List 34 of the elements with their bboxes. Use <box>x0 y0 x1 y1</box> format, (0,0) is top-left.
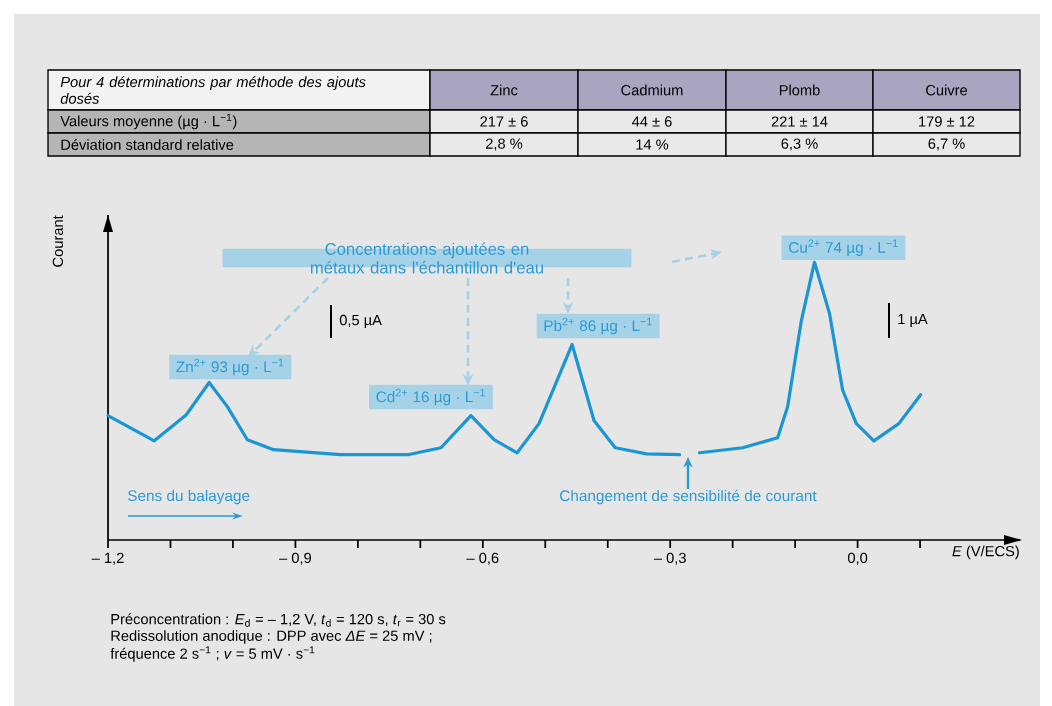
text: Préconcentration : E$_{d}$ = – 1,2 V, t$_{d}$ = 120 s, t$_{r}$ = 30 s <box>111 613 446 627</box>
annotation: Concentrations ajoutées en métaux dans l'échantillon d'eau <box>310 242 543 274</box>
annotation: Zn$^{2+}$ 93 µg · L$^{−1}$ <box>176 358 284 376</box>
text: Redissolution anodique : DPP avec ΔE = 25 mV ; <box>111 630 432 644</box>
text: 217 ± 6 <box>480 116 528 127</box>
category-label: Cadmium <box>621 84 683 96</box>
category-label: Cuivre <box>926 84 968 96</box>
text: 6,3 % <box>781 138 818 151</box>
x-axis-title: E (V/ECS) <box>952 545 1019 560</box>
x-tick-label: – 0,6 <box>466 552 499 565</box>
x-tick-label: – 0,3 <box>653 552 686 565</box>
annotation: Cu$^{2+}$ 74 µg · L$^{−1}$ <box>789 239 898 256</box>
text: 14 % <box>636 139 669 150</box>
annotation: Cd$^{2+}$ 16 µg · L$^{−1}$ <box>376 388 485 406</box>
annotation: 0,5 µA <box>339 314 382 329</box>
category-label: Zinc <box>490 84 518 96</box>
text: 2,8 % <box>485 138 523 151</box>
y-axis-title: Courant <box>52 215 64 267</box>
category-label: Valeurs moyenne (µg · L$^{−1}$) <box>60 113 237 130</box>
annotation: 1 µA <box>898 313 928 328</box>
text: 44 ± 6 <box>632 116 672 127</box>
text: 221 ± 14 <box>771 116 828 127</box>
text: 6,7 % <box>928 138 965 151</box>
annotation: Pb$^{2+}$ 86 µg · L$^{−1}$ <box>544 317 652 335</box>
text: fréquence 2 s$^{−1}$ ; v = 5 mV · s$^{−1}$ <box>110 646 315 662</box>
category-label: Déviation standard relative <box>61 139 234 150</box>
annotation: Sens du balayage <box>127 489 250 505</box>
text: Pour 4 déterminations par méthode des ajouts dosés <box>60 76 366 104</box>
x-tick-label: 0,0 <box>847 552 868 565</box>
x-tick-label: – 1,2 <box>91 552 124 565</box>
x-tick-label: – 0,9 <box>279 552 312 565</box>
text: 179 ± 12 <box>919 116 975 127</box>
category-label: Plomb <box>779 84 820 96</box>
annotation: Changement de sensibilité de courant <box>560 489 817 505</box>
